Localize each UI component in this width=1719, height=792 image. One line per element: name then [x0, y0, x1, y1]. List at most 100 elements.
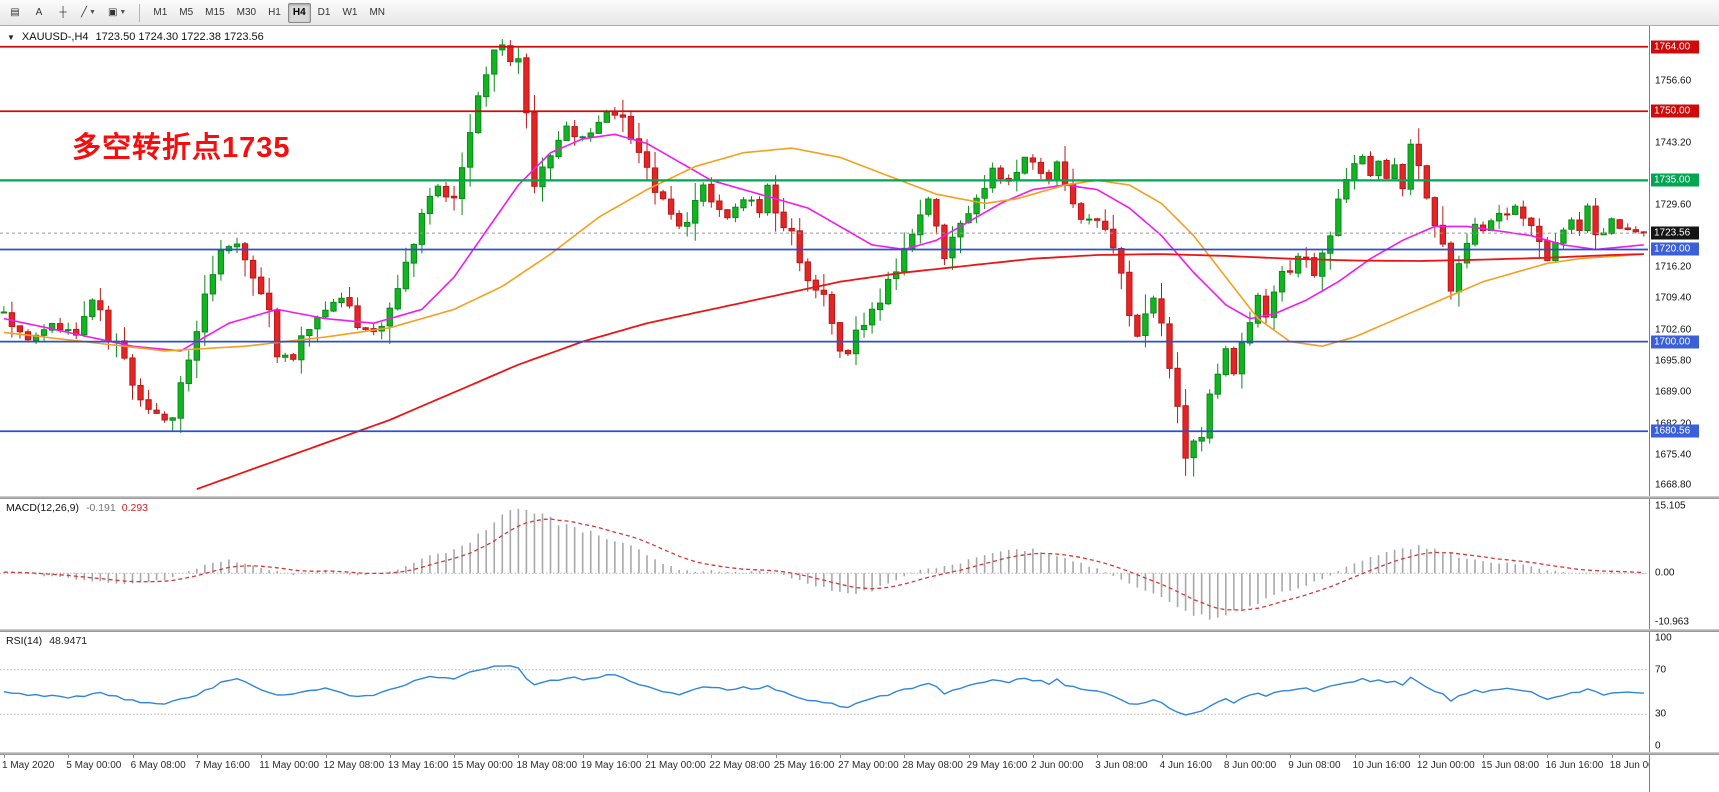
time-tick [389, 755, 391, 758]
time-tick [711, 755, 713, 758]
panel-resize-divider[interactable] [0, 752, 1719, 755]
text-label-icon[interactable]: A [35, 7, 43, 18]
time-tick [1418, 755, 1420, 758]
time-label: 21 May 00:00 [645, 760, 706, 771]
macd-name: MACD(12,26,9) [6, 502, 79, 514]
timeframe-m1[interactable]: M1 [153, 7, 168, 18]
panel-resize-divider[interactable] [0, 496, 1719, 499]
price-level-badge: 1735.00 [1651, 173, 1699, 187]
macd-scale-label: -10.963 [1655, 616, 1689, 628]
price-chart-panel: ▼ XAUUSD-,H4 1723.50 1724.30 1722.38 172… [0, 26, 1719, 496]
macd-plot[interactable] [0, 499, 1648, 629]
price-level-badge: 1723.56 [1651, 226, 1699, 240]
time-label: 12 Jun 00:00 [1416, 760, 1475, 771]
timeframe-m5[interactable]: M5 [179, 7, 194, 18]
trendline-tool-icon[interactable]: ╱ ▼ [81, 7, 96, 18]
time-label: 10 Jun 16:00 [1352, 760, 1411, 771]
time-label: 9 Jun 08:00 [1288, 760, 1341, 771]
time-tick [1225, 755, 1227, 758]
drawing-tools-group: ▤ A ┼ ╱ ▼ ▣ ▼ [4, 3, 131, 23]
price-tick-label: 1709.40 [1655, 292, 1692, 304]
time-tick [582, 755, 584, 758]
time-tick [1483, 755, 1485, 758]
time-tick [196, 755, 198, 758]
time-tick [454, 755, 456, 758]
ohlc-values: 1723.50 1724.30 1722.38 1723.56 [95, 31, 264, 43]
time-label: 25 May 16:00 [773, 760, 835, 771]
macd-panel: MACD(12,26,9) -0.191 0.293 15.105 0.00 -10.9… [0, 499, 1719, 629]
timeframe-m15[interactable]: M15 [205, 7, 225, 18]
time-label: 22 May 08:00 [709, 760, 771, 771]
time-label: 12 May 08:00 [323, 760, 385, 771]
rsi-scale-label: 0 [1655, 740, 1661, 752]
time-label: 15 May 00:00 [452, 760, 513, 771]
timeframe-d1[interactable]: D1 [317, 7, 331, 18]
time-tick [325, 755, 327, 758]
toolbar: ▤ A ┼ ╱ ▼ ▣ ▼ M1 M5 M15 M30 H1 H4 D1 W1 MN [0, 0, 1719, 26]
axis-corner [1649, 755, 1719, 792]
price-tick-label: 1668.80 [1655, 479, 1692, 491]
time-label: 2 Jun 00:00 [1030, 760, 1084, 771]
time-label: 8 Jun 00:00 [1223, 760, 1277, 771]
price-tick-label: 1689.00 [1655, 386, 1692, 398]
price-level-badge: 1700.00 [1651, 335, 1699, 349]
crosshair-icon[interactable]: ┼ [59, 7, 67, 18]
collapse-icon[interactable]: ▼ [7, 32, 15, 42]
macd-scale-label: 0.00 [1655, 567, 1675, 579]
time-tick [518, 755, 520, 758]
price-chart-plot[interactable] [0, 26, 1648, 496]
rsi-plot[interactable] [0, 632, 1648, 752]
rsi-axis[interactable]: 100 70 30 0 [1649, 632, 1719, 752]
time-label: 29 May 16:00 [966, 760, 1028, 771]
price-level-badge: 1750.00 [1651, 104, 1699, 118]
price-level-badge: 1680.56 [1651, 424, 1699, 438]
price-tick-label: 1743.20 [1655, 137, 1692, 149]
price-level-badge: 1720.00 [1651, 242, 1699, 256]
price-tick-label: 1695.80 [1655, 355, 1692, 367]
time-label: 11 May 00:00 [259, 760, 320, 771]
timeframe-h1[interactable]: H1 [268, 7, 281, 18]
time-tick [968, 755, 970, 758]
time-tick [1161, 755, 1163, 758]
timeframe-m30[interactable]: M30 [236, 7, 257, 18]
macd-main-value: -0.191 [85, 502, 116, 514]
time-label: 5 May 00:00 [66, 760, 122, 771]
time-tick [1097, 755, 1099, 758]
time-label: 13 May 16:00 [387, 760, 449, 771]
macd-label: MACD(12,26,9) -0.191 0.293 [6, 502, 148, 514]
time-tick [1354, 755, 1356, 758]
price-level-badge: 1764.00 [1651, 40, 1699, 54]
time-tick [1547, 755, 1549, 758]
time-tick [1290, 755, 1292, 758]
chart-title[interactable]: ▼ XAUUSD-,H4 1723.50 1724.30 1722.38 172… [7, 31, 264, 43]
chevron-down-icon: ▼ [119, 9, 127, 16]
price-tick-label: 1716.20 [1655, 261, 1692, 273]
timeframe-h4[interactable]: H4 [287, 2, 311, 23]
macd-scale-label: 15.105 [1655, 500, 1686, 512]
time-axis[interactable]: 1 May 2020 5 May 00:00 6 May 08:00 7 May 16… [0, 755, 1719, 792]
time-label: 7 May 16:00 [194, 760, 250, 771]
price-tick-label: 1682.20 [1655, 418, 1692, 430]
chevron-down-icon: ▼ [89, 9, 96, 16]
time-tick [840, 755, 842, 758]
time-tick [647, 755, 649, 758]
timeframe-group: M1 M5 M15 M30 H1 H4 D1 W1 MN [148, 2, 390, 23]
time-label: 3 Jun 08:00 [1095, 760, 1148, 771]
time-label: 15 Jun 08:00 [1481, 760, 1539, 771]
panel-resize-divider[interactable] [0, 629, 1719, 632]
time-label: 18 Jun 00:00 [1609, 760, 1668, 771]
shapes-tool-icon[interactable]: ▣ ▼ [107, 7, 127, 18]
time-tick [904, 755, 906, 758]
price-tick-label: 1729.60 [1655, 199, 1692, 211]
rsi-scale-label: 30 [1655, 708, 1667, 720]
toolbar-separator [139, 3, 141, 22]
time-tick [261, 755, 263, 758]
timeframe-mn[interactable]: MN [369, 7, 386, 18]
time-label: 19 May 16:00 [580, 760, 642, 771]
price-axis[interactable]: 1756.60 1743.20 1729.60 1716.20 1709.40 1702.… [1649, 26, 1719, 496]
time-tick [68, 755, 70, 758]
timeframe-w1[interactable]: W1 [342, 7, 358, 18]
indicator-list-icon[interactable]: ▤ [10, 7, 20, 18]
macd-axis[interactable]: 15.105 0.00 -10.963 [1649, 499, 1719, 629]
